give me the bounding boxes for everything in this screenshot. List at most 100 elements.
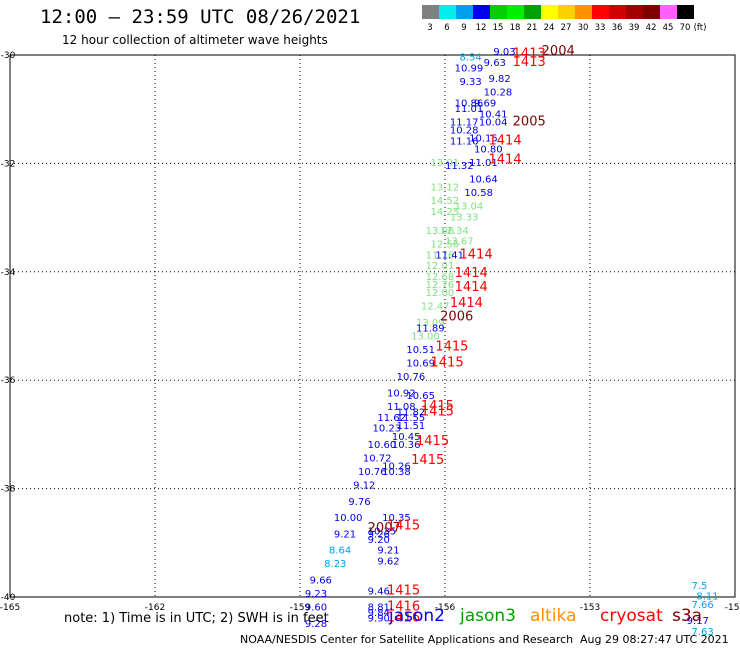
swh-observation: 12.34	[440, 226, 469, 237]
footer-credit: NOAA/NESDIS Center for Satellite Applica…	[240, 633, 574, 646]
pass-time-label: 1414	[489, 152, 522, 167]
satellite-label-cryosat: cryosat	[600, 606, 663, 626]
swh-observation: 11.76	[426, 250, 455, 261]
page-subtitle: 12 hour collection of altimeter wave hei…	[62, 33, 328, 47]
swh-observation: 10.60	[368, 440, 397, 451]
swh-observation: 10.04	[479, 117, 508, 128]
footer-timestamp: Aug 29 08:27:47 UTC 2021	[580, 633, 729, 646]
pass-time-label: 1414	[455, 266, 488, 281]
swh-observation: 10.26	[382, 462, 411, 473]
color-swatch	[456, 5, 473, 19]
swh-observation: 12.01	[426, 261, 455, 272]
swh-observation: 13.01	[431, 158, 460, 169]
swh-observation: 9.21	[334, 529, 356, 540]
y-tick-label: -38	[1, 485, 16, 495]
swh-observation: 11.55	[397, 413, 426, 424]
swh-observation: 8.11	[696, 592, 718, 603]
swh-observation: 13.67	[445, 237, 474, 248]
swh-observation: 7.5	[692, 581, 708, 592]
pass-time-label: 1416	[387, 610, 420, 625]
swh-observation: 12.47	[421, 302, 450, 313]
swh-observation: 11.82	[397, 407, 426, 418]
x-tick-label: -156	[435, 603, 456, 613]
swh-observation: 8.81	[368, 603, 390, 614]
swh-observation: 10.92	[387, 388, 416, 399]
swh-observation: 8.64	[329, 546, 351, 557]
swh-observation: 9.20	[368, 535, 390, 546]
swh-observation: 9.63	[484, 58, 506, 69]
swh-observation: 8.23	[324, 559, 346, 570]
swh-observation: 10.45	[392, 432, 421, 443]
pass-time-label: 1415	[387, 518, 420, 533]
swh-observation: 9.21	[377, 546, 399, 557]
swh-observation: 9.28	[305, 619, 327, 630]
pass-time-label: 1415	[421, 404, 454, 419]
swh-observation: 11.32	[445, 161, 474, 172]
color-scale-label: 12	[475, 23, 487, 33]
swh-observation: 11.51	[397, 421, 426, 432]
pass-time-label: 1414	[455, 280, 488, 295]
page-title: 12:00 – 23:59 UTC 08/26/2021	[40, 6, 361, 28]
color-swatch	[575, 5, 592, 19]
color-swatch	[626, 5, 643, 19]
swh-observation: 10.38	[382, 467, 411, 478]
color-swatch	[660, 5, 677, 19]
swh-observation: 9.90	[368, 613, 390, 624]
y-tick-label: -36	[1, 376, 16, 386]
color-scale-label: 30	[577, 23, 589, 33]
color-swatch	[490, 5, 507, 19]
swh-observation: 9.03	[493, 47, 515, 58]
pass-time-label: 2004	[542, 44, 575, 59]
pass-time-label: 1415	[411, 453, 444, 468]
color-scale-label: 15	[492, 23, 504, 33]
swh-observation: 10.36	[392, 440, 421, 451]
color-swatch	[507, 5, 524, 19]
swh-observation: 10.00	[334, 513, 363, 524]
swh-observation: 10.80	[474, 145, 503, 156]
swh-observation: 10.15	[469, 134, 498, 145]
swh-observation: 11.41	[435, 250, 464, 261]
swh-observation: 10.41	[479, 109, 508, 120]
swh-observation: 11.17	[450, 117, 479, 128]
swh-observation: 9.82	[489, 74, 511, 85]
color-scale-label: 21	[526, 23, 538, 33]
swh-observation: 14.25	[431, 207, 460, 218]
legend-note: note: 1) Time is in UTC; 2) SWH is in fe…	[64, 611, 329, 626]
color-scale-label: 27	[560, 23, 572, 33]
swh-observation: 9.69	[474, 98, 496, 109]
y-tick-label: -32	[1, 159, 16, 169]
pass-time-label: 1415	[387, 583, 420, 598]
swh-observation: 11.01	[469, 158, 498, 169]
swh-observation: 10.28	[450, 126, 479, 137]
swh-observation: 10.72	[363, 454, 392, 465]
satellite-label-jason3: jason3	[460, 606, 516, 626]
swh-observation: 13.00	[411, 332, 440, 343]
color-scale-label: 42	[645, 23, 657, 33]
swh-observation: 14.52	[431, 196, 460, 207]
swh-observation: 7.63	[692, 627, 714, 638]
swh-observation: 12.76	[426, 280, 455, 291]
swh-observation: 11.62	[377, 413, 406, 424]
swh-observation: 11.16	[450, 136, 479, 147]
swh-observation: 10.99	[455, 63, 484, 74]
pass-time-label: 1414	[450, 296, 483, 311]
y-tick-label: -34	[1, 268, 16, 278]
swh-observation: 9.46	[368, 586, 390, 597]
swh-observation: 9.66	[310, 575, 332, 586]
color-scale-label: 3	[427, 23, 433, 33]
swh-observation: 10.86	[455, 98, 484, 109]
x-tick-label: -162	[145, 603, 165, 613]
swh-observation: 10.28	[484, 88, 513, 99]
color-scale-label: 33	[594, 23, 606, 33]
color-scale-label: 45	[662, 23, 674, 33]
color-scale-label: 70	[679, 23, 691, 33]
swh-observation: 10.35	[368, 527, 397, 538]
color-scale-label: 9	[461, 23, 467, 33]
swh-observation: 11.89	[416, 323, 445, 334]
swh-observation: 12.00	[426, 288, 455, 299]
satellite-label-s3a: s3a	[672, 606, 703, 626]
pass-time-label: 1414	[460, 247, 493, 262]
pass-time-label: 1415	[416, 434, 449, 449]
swh-observation: 10.64	[469, 174, 498, 185]
